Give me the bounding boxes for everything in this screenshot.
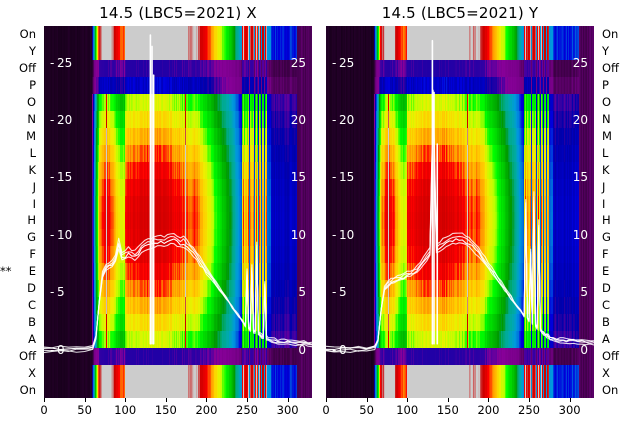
category-tick-label: B xyxy=(28,314,36,329)
category-tick-label: X xyxy=(602,365,610,380)
x-tick-label: 150 xyxy=(436,403,459,417)
category-tick-label: J xyxy=(602,179,606,194)
x-tick-label: 0 xyxy=(40,403,48,417)
x-tick-mark xyxy=(287,398,289,402)
heatmap-panel-right[interactable] xyxy=(326,26,594,398)
x-tick-label: 200 xyxy=(477,403,500,417)
category-axis-left: On Y Off P O N M L K J I H G F E D C B A Off X On ** xyxy=(0,26,40,398)
category-tick-label: E xyxy=(602,264,610,279)
category-tick-label: K xyxy=(28,162,36,177)
trace-overlay-right xyxy=(326,26,594,398)
x-axis-right: 0 50 100 150 200 250 300 xyxy=(322,398,594,428)
category-tick-label: J xyxy=(32,179,36,194)
x-tick-label: 50 xyxy=(77,403,92,417)
category-tick-label: M xyxy=(26,128,36,143)
category-tick-label: H xyxy=(27,213,36,228)
category-tick-label: I xyxy=(602,196,606,211)
x-tick-label: 100 xyxy=(114,403,137,417)
x-tick-label: 150 xyxy=(154,403,177,417)
category-tick-label: N xyxy=(602,112,611,126)
category-tick-label: C xyxy=(27,298,36,312)
category-tick-label: On xyxy=(19,382,36,397)
x-tick-mark xyxy=(44,398,45,402)
x-tick-mark xyxy=(125,398,127,402)
category-tick-label: Off xyxy=(602,61,619,76)
category-tick-label: P xyxy=(29,78,36,93)
category-tick-label: C xyxy=(602,298,611,312)
category-tick-label: M xyxy=(602,128,612,143)
category-tick-label: O xyxy=(602,95,612,110)
x-tick-mark xyxy=(84,398,86,402)
category-tick-label: K xyxy=(602,162,610,177)
x-tick-mark xyxy=(407,398,409,402)
x-tick-mark xyxy=(206,398,208,402)
category-tick-label: Off xyxy=(602,348,619,363)
heatmap-panel-left[interactable] xyxy=(44,26,312,398)
category-axis-right: On Y Off P O N M L K J I H G F E D C B A Off X On xyxy=(598,26,638,398)
x-tick-mark xyxy=(447,398,449,402)
x-tick-label: 100 xyxy=(396,403,419,417)
category-tick-label: F xyxy=(29,247,36,262)
category-tick-label: I xyxy=(32,196,36,211)
x-tick-label: 0 xyxy=(322,403,330,417)
category-tick-label: D xyxy=(27,281,36,296)
panel-title-left: 14.5 (LBC5=2021) X xyxy=(99,4,257,22)
x-tick-label: 250 xyxy=(518,403,540,417)
x-tick-mark xyxy=(529,398,531,402)
x-tick-label: 250 xyxy=(236,403,258,417)
category-tick-label: A xyxy=(28,331,36,346)
x-tick-mark xyxy=(366,398,368,402)
category-tick-label: Y xyxy=(602,44,610,59)
category-tick-label: F xyxy=(602,247,609,262)
category-tick-label: B xyxy=(602,314,610,329)
x-tick-mark xyxy=(326,398,327,402)
category-tick-label: X xyxy=(28,365,36,380)
row-marker-asterisk: ** xyxy=(0,264,12,279)
category-tick-label: O xyxy=(26,95,36,110)
category-tick-label: E xyxy=(28,264,36,279)
x-axis-left: 0 50 100 150 200 250 300 xyxy=(40,398,312,428)
category-tick-label: P xyxy=(602,78,609,93)
trace-overlay-left xyxy=(44,26,312,398)
x-tick-label: 200 xyxy=(195,403,218,417)
category-tick-label: Off xyxy=(19,61,36,76)
x-tick-label: 300 xyxy=(276,403,299,417)
category-tick-label: G xyxy=(27,230,36,245)
category-tick-label: On xyxy=(602,382,619,397)
category-tick-label: Off xyxy=(19,348,36,363)
category-tick-label: G xyxy=(602,230,611,245)
x-tick-label: 50 xyxy=(359,403,374,417)
category-tick-label: On xyxy=(19,27,36,42)
category-tick-label: On xyxy=(602,27,619,42)
category-tick-label: L xyxy=(29,145,36,160)
category-tick-label: L xyxy=(602,145,609,160)
category-tick-label: N xyxy=(27,112,36,126)
x-tick-mark xyxy=(165,398,167,402)
x-tick-mark xyxy=(569,398,571,402)
category-tick-label: A xyxy=(602,331,610,346)
category-tick-label: Y xyxy=(28,44,36,59)
panel-title-right: 14.5 (LBC5=2021) Y xyxy=(381,4,539,22)
category-tick-label: H xyxy=(602,213,611,228)
x-tick-label: 300 xyxy=(558,403,581,417)
category-tick-label: D xyxy=(602,281,611,296)
x-tick-mark xyxy=(488,398,490,402)
x-tick-mark xyxy=(247,398,249,402)
